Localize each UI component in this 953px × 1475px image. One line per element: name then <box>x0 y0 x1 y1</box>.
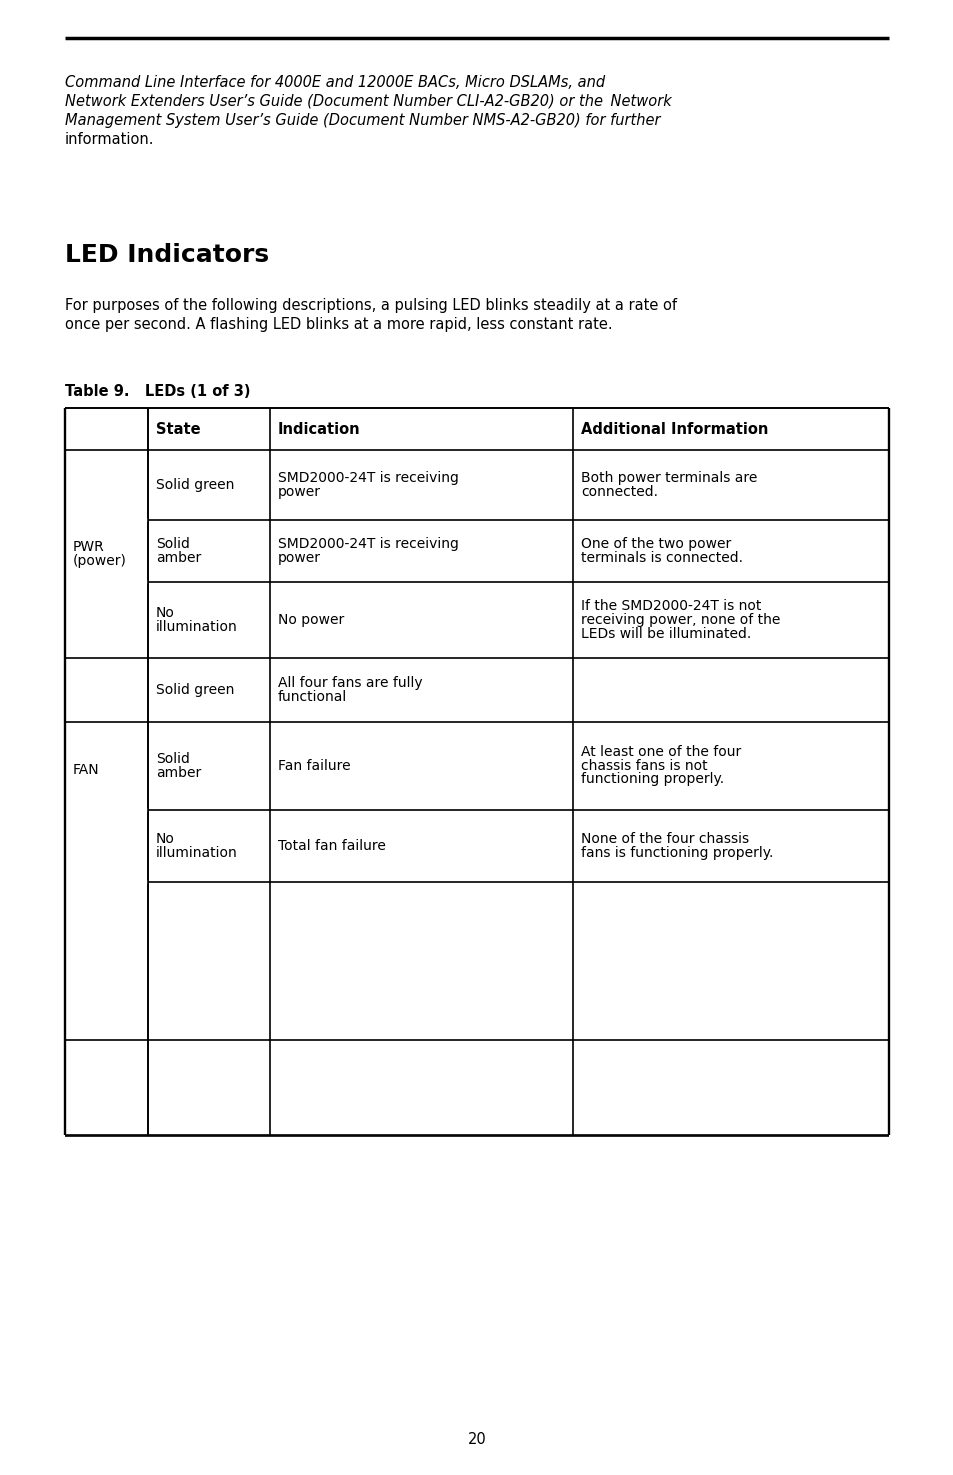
Text: SMD2000-24T is receiving: SMD2000-24T is receiving <box>277 471 458 485</box>
Text: (power): (power) <box>73 553 127 568</box>
Text: Solid: Solid <box>156 752 190 766</box>
Text: connected.: connected. <box>580 485 658 499</box>
Text: None of the four chassis: None of the four chassis <box>580 832 748 847</box>
Text: LEDs will be illuminated.: LEDs will be illuminated. <box>580 627 750 640</box>
Text: No power: No power <box>277 614 344 627</box>
Text: Total fan failure: Total fan failure <box>277 839 385 853</box>
Text: power: power <box>277 550 320 565</box>
Text: At least one of the four: At least one of the four <box>580 745 740 760</box>
Text: terminals is connected.: terminals is connected. <box>580 550 742 565</box>
Text: FAN: FAN <box>73 763 99 777</box>
Text: power: power <box>277 485 320 499</box>
Text: Solid green: Solid green <box>156 478 234 493</box>
Text: illumination: illumination <box>156 845 237 860</box>
Text: Command Line Interface for 4000E and 12000E BACs, Micro DSLAMs, and: Command Line Interface for 4000E and 120… <box>65 75 604 90</box>
Text: information.: information. <box>65 131 154 148</box>
Text: SMD2000-24T is receiving: SMD2000-24T is receiving <box>277 537 458 552</box>
Text: amber: amber <box>156 766 201 780</box>
Text: Fan failure: Fan failure <box>277 760 351 773</box>
Text: illumination: illumination <box>156 620 237 634</box>
Text: amber: amber <box>156 550 201 565</box>
Text: 20: 20 <box>467 1432 486 1447</box>
Text: PWR: PWR <box>73 540 105 555</box>
Text: If the SMD2000-24T is not: If the SMD2000-24T is not <box>580 599 760 614</box>
Text: once per second. A flashing LED blinks at a more rapid, less constant rate.: once per second. A flashing LED blinks a… <box>65 317 612 332</box>
Text: All four fans are fully: All four fans are fully <box>277 676 422 690</box>
Text: Table 9.   LEDs (1 of 3): Table 9. LEDs (1 of 3) <box>65 384 251 400</box>
Text: Indication: Indication <box>277 422 360 437</box>
Text: functional: functional <box>277 690 347 704</box>
Text: receiving power, none of the: receiving power, none of the <box>580 614 780 627</box>
Text: chassis fans is not: chassis fans is not <box>580 760 707 773</box>
Text: Both power terminals are: Both power terminals are <box>580 471 757 485</box>
Text: Solid: Solid <box>156 537 190 552</box>
Text: One of the two power: One of the two power <box>580 537 731 552</box>
Text: Solid green: Solid green <box>156 683 234 698</box>
Text: functioning properly.: functioning properly. <box>580 773 723 786</box>
Text: Network Extenders User’s Guide (Document Number CLI-A2-GB20) or the  Network: Network Extenders User’s Guide (Document… <box>65 94 671 109</box>
Text: Additional Information: Additional Information <box>580 422 767 437</box>
Text: fans is functioning properly.: fans is functioning properly. <box>580 845 773 860</box>
Text: Management System User’s Guide (Document Number NMS-A2-GB20) for further: Management System User’s Guide (Document… <box>65 114 659 128</box>
Text: State: State <box>156 422 200 437</box>
Text: No: No <box>156 606 174 621</box>
Text: No: No <box>156 832 174 847</box>
Text: For purposes of the following descriptions, a pulsing LED blinks steadily at a r: For purposes of the following descriptio… <box>65 298 677 313</box>
Text: LED Indicators: LED Indicators <box>65 243 269 267</box>
